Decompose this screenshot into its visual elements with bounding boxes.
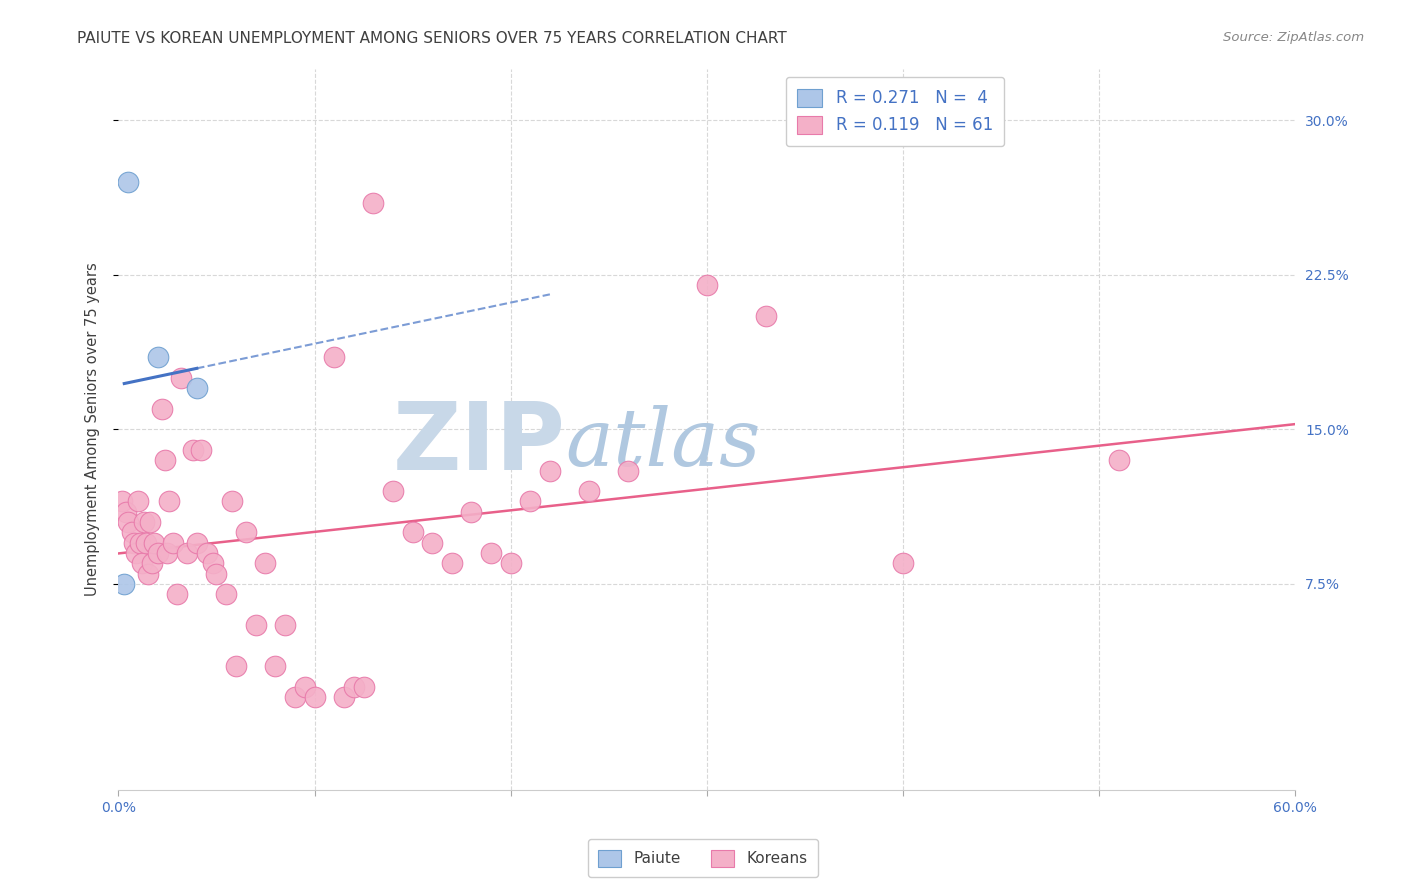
Point	[264, 659, 287, 673]
Point	[176, 546, 198, 560]
Point	[755, 309, 778, 323]
Point	[117, 175, 139, 189]
Point	[578, 484, 600, 499]
Point	[195, 546, 218, 560]
Point	[538, 464, 561, 478]
Text: ZIP: ZIP	[392, 398, 565, 490]
Point	[136, 566, 159, 581]
Point	[125, 546, 148, 560]
Point	[201, 557, 224, 571]
Legend: R = 0.271   N =  4, R = 0.119   N = 61: R = 0.271 N = 4, R = 0.119 N = 61	[786, 77, 1004, 146]
Point	[181, 442, 204, 457]
Point	[401, 525, 423, 540]
Point	[135, 535, 157, 549]
Point	[111, 494, 134, 508]
Point	[235, 525, 257, 540]
Y-axis label: Unemployment Among Seniors over 75 years: Unemployment Among Seniors over 75 years	[86, 262, 100, 596]
Point	[117, 515, 139, 529]
Point	[132, 515, 155, 529]
Point	[363, 195, 385, 210]
Point	[155, 453, 177, 467]
Point	[353, 680, 375, 694]
Point	[157, 494, 180, 508]
Point	[205, 566, 228, 581]
Point	[156, 546, 179, 560]
Point	[333, 690, 356, 705]
Point	[115, 505, 138, 519]
Point	[150, 401, 173, 416]
Point	[460, 505, 482, 519]
Point	[254, 557, 277, 571]
Text: PAIUTE VS KOREAN UNEMPLOYMENT AMONG SENIORS OVER 75 YEARS CORRELATION CHART: PAIUTE VS KOREAN UNEMPLOYMENT AMONG SENI…	[77, 31, 787, 46]
Point	[131, 557, 153, 571]
Point	[121, 525, 143, 540]
Point	[1108, 453, 1130, 467]
Point	[519, 494, 541, 508]
Point	[245, 618, 267, 632]
Point	[381, 484, 404, 499]
Point	[274, 618, 297, 632]
Point	[138, 515, 160, 529]
Text: atlas: atlas	[565, 405, 761, 483]
Point	[146, 350, 169, 364]
Point	[225, 659, 247, 673]
Point	[499, 557, 522, 571]
Point	[420, 535, 443, 549]
Point	[112, 577, 135, 591]
Point	[162, 535, 184, 549]
Point	[127, 494, 149, 508]
Point	[186, 381, 208, 395]
Point	[617, 464, 640, 478]
Legend: Paiute, Koreans: Paiute, Koreans	[588, 839, 818, 877]
Point	[479, 546, 502, 560]
Point	[221, 494, 243, 508]
Point	[142, 535, 165, 549]
Text: Source: ZipAtlas.com: Source: ZipAtlas.com	[1223, 31, 1364, 45]
Point	[170, 371, 193, 385]
Point	[186, 535, 208, 549]
Point	[304, 690, 326, 705]
Point	[323, 350, 346, 364]
Point	[146, 546, 169, 560]
Point	[440, 557, 463, 571]
Point	[284, 690, 307, 705]
Point	[294, 680, 316, 694]
Point	[215, 587, 238, 601]
Point	[696, 278, 718, 293]
Point	[891, 557, 914, 571]
Point	[122, 535, 145, 549]
Point	[166, 587, 188, 601]
Point	[343, 680, 366, 694]
Point	[190, 442, 212, 457]
Point	[141, 557, 163, 571]
Point	[129, 535, 152, 549]
